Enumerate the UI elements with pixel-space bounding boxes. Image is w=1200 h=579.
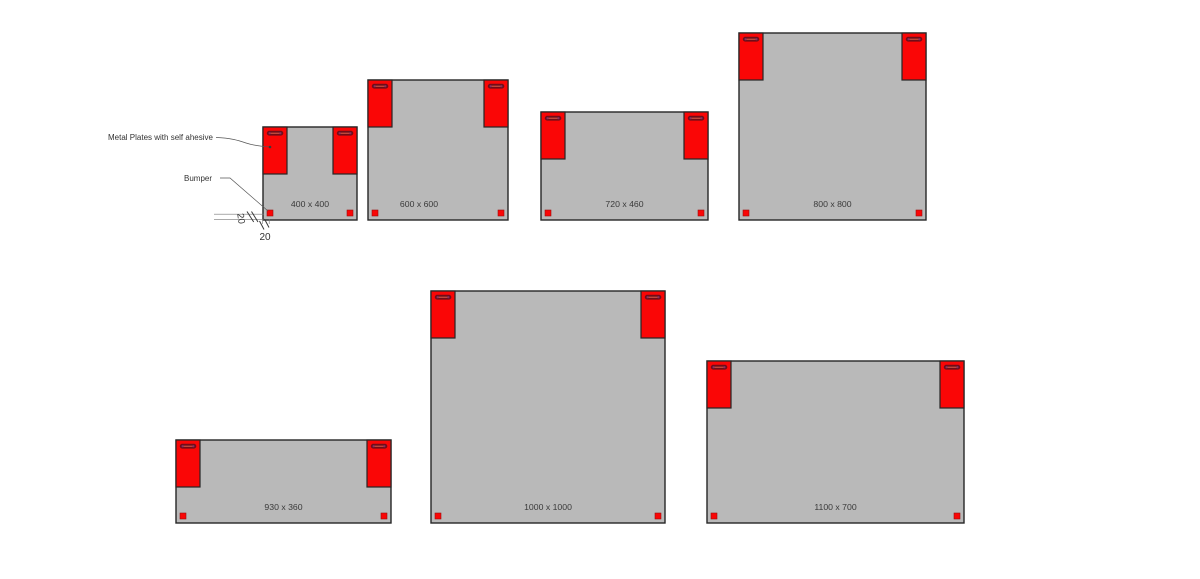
svg-text:400 x 400: 400 x 400 (291, 199, 329, 209)
svg-text:720 x 460: 720 x 460 (605, 199, 643, 209)
svg-text:930 x 360: 930 x 360 (264, 502, 302, 512)
svg-text:20: 20 (259, 232, 271, 243)
svg-text:Metal Plates with self ahesive: Metal Plates with self ahesive (108, 133, 213, 142)
svg-text:20: 20 (234, 213, 246, 225)
svg-text:1100 x 700: 1100 x 700 (814, 502, 857, 512)
svg-text:Bumper: Bumper (184, 174, 212, 183)
svg-text:600 x 600: 600 x 600 (400, 199, 438, 209)
svg-text:800 x 800: 800 x 800 (813, 199, 851, 209)
svg-text:1000 x 1000: 1000 x 1000 (524, 502, 572, 512)
